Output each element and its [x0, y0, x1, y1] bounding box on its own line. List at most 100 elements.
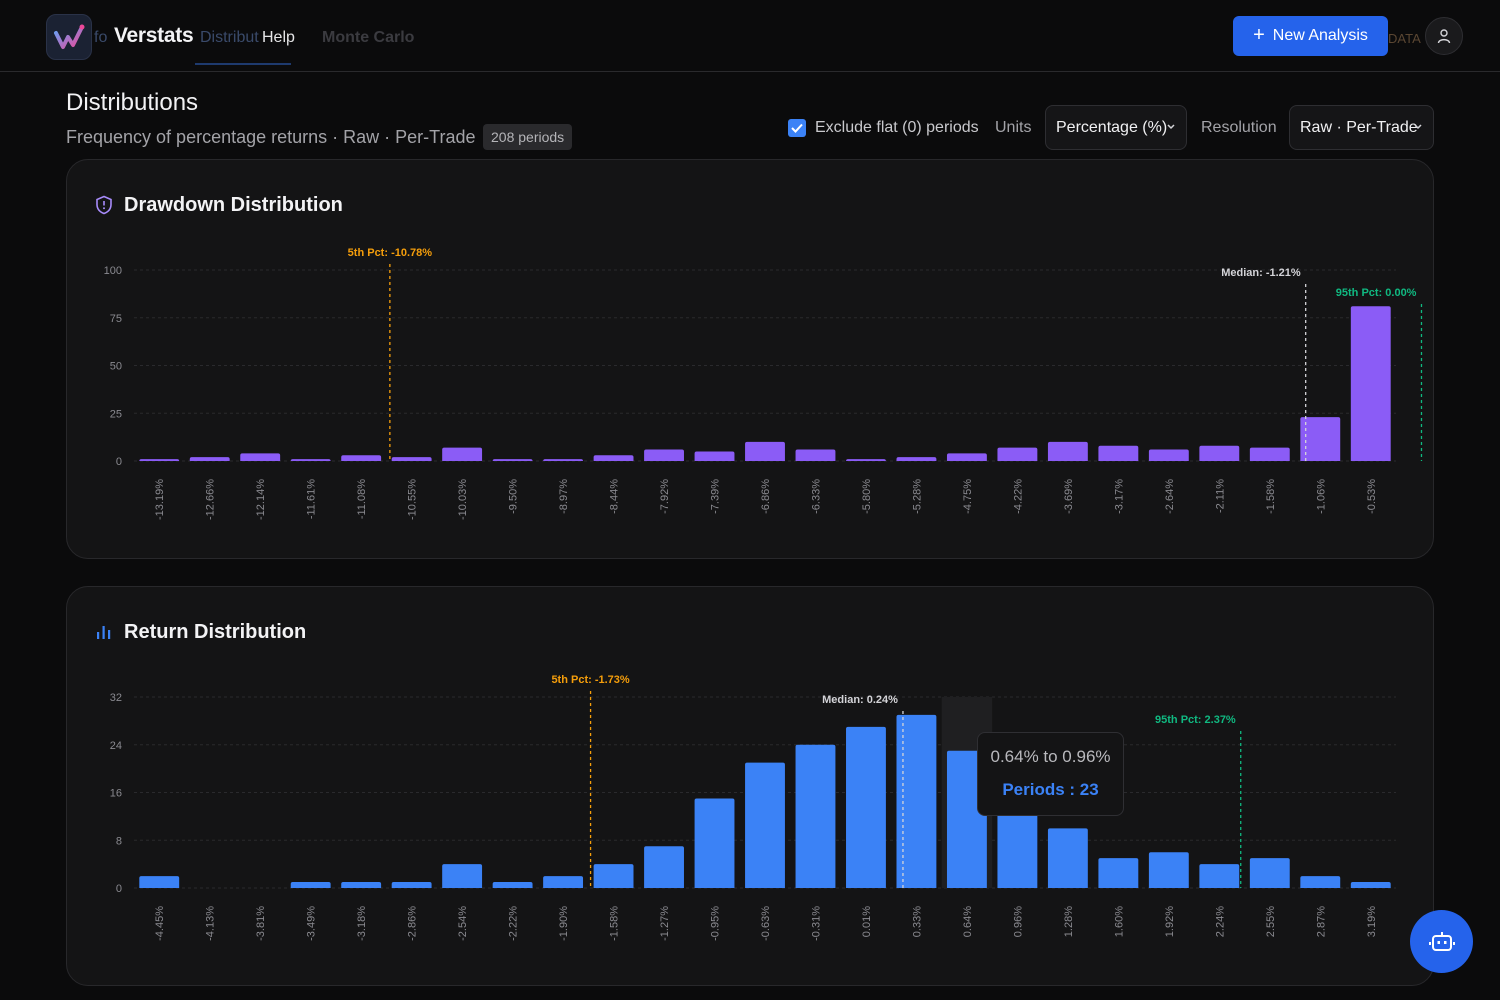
return-bar: [846, 726, 886, 888]
app-logo[interactable]: [46, 14, 92, 60]
drawdown-bar: [391, 457, 432, 461]
return-x-tick-label: 1.60%: [1113, 906, 1125, 937]
return-bar: [694, 798, 735, 888]
drawdown-x-tick-label: -3.69%: [1063, 479, 1075, 514]
drawdown-percentile-label: 5th Pct: -10.78%: [348, 247, 433, 259]
active-tab-underline: [195, 63, 291, 65]
return-x-tick-label: -2.86%: [407, 906, 419, 941]
return-bar: [543, 876, 584, 888]
units-select-value: Percentage (%): [1056, 118, 1168, 136]
drawdown-x-tick-label: -1.58%: [1265, 479, 1277, 514]
assistant-bot-button[interactable]: [1410, 910, 1473, 973]
drawdown-x-tick-label: -7.39%: [710, 479, 722, 514]
ghost-tab-text: Distribut: [200, 29, 259, 46]
drawdown-bar: [240, 453, 281, 461]
return-bar: [795, 744, 836, 888]
return-x-tick-label: -1.90%: [558, 906, 570, 941]
return-bar: [492, 882, 533, 888]
drawdown-x-tick-label: -10.03%: [457, 479, 469, 520]
return-x-tick-label: -1.58%: [609, 906, 621, 941]
ghost-data-text: DATA: [1388, 31, 1421, 46]
drawdown-card-title: Drawdown Distribution: [124, 194, 343, 216]
drawdown-bar: [846, 459, 886, 462]
return-x-tick-label: -1.27%: [659, 906, 671, 941]
drawdown-bar: [694, 451, 735, 461]
drawdown-x-tick-label: -8.97%: [558, 479, 570, 514]
user-menu-button[interactable]: [1425, 17, 1463, 55]
ghost-tab-text: fo: [94, 29, 108, 46]
drawdown-x-tick-label: -12.66%: [205, 479, 217, 520]
shield-alert-icon: [96, 195, 112, 215]
drawdown-y-tick-label: 75: [110, 313, 122, 325]
plus-icon: +: [1253, 24, 1265, 46]
drawdown-x-tick-label: -2.64%: [1164, 479, 1176, 514]
new-analysis-button[interactable]: + New Analysis: [1233, 16, 1388, 56]
drawdown-bar: [290, 459, 331, 462]
nav-help-link[interactable]: Help: [262, 29, 295, 46]
return-card-title: Return Distribution: [124, 621, 307, 643]
drawdown-x-tick-label: -5.80%: [861, 479, 873, 514]
return-x-tick-label: 0.01%: [861, 906, 873, 937]
return-x-tick-label: -3.49%: [306, 906, 318, 941]
drawdown-bar: [1249, 447, 1290, 461]
return-x-tick-label: -2.54%: [457, 906, 469, 941]
units-select[interactable]: Percentage (%): [1045, 105, 1187, 150]
return-x-tick-label: 2.87%: [1315, 906, 1327, 937]
return-y-tick-label: 8: [116, 835, 122, 847]
exclude-flat-checkbox[interactable]: [788, 119, 806, 137]
exclude-flat-label[interactable]: Exclude flat (0) periods: [815, 119, 979, 136]
drawdown-bar: [644, 449, 684, 461]
drawdown-x-tick-label: -10.55%: [407, 479, 419, 520]
drawdown-bar: [341, 455, 382, 461]
return-x-tick-label: -2.22%: [508, 906, 520, 941]
return-bar: [1047, 828, 1088, 888]
return-x-tick-label: 2.24%: [1214, 906, 1226, 937]
resolution-select[interactable]: Raw · Per-Trade: [1289, 105, 1434, 150]
drawdown-x-tick-label: -2.11%: [1214, 479, 1226, 513]
return-x-tick-label: -0.31%: [810, 906, 822, 941]
drawdown-y-tick-label: 100: [104, 265, 122, 277]
drawdown-x-tick-label: -3.17%: [1113, 479, 1125, 514]
return-bar: [1300, 876, 1341, 888]
return-x-tick-label: 3.19%: [1366, 906, 1378, 937]
return-x-tick-label: 1.92%: [1164, 906, 1176, 937]
top-bar: fo Distribut Verstats Help Monte Carlo D…: [0, 0, 1500, 72]
return-bar: [290, 882, 331, 888]
new-analysis-label: New Analysis: [1272, 27, 1368, 44]
return-x-tick-label: 2.55%: [1265, 906, 1277, 937]
nav-monte-carlo-link[interactable]: Monte Carlo: [322, 29, 415, 46]
check-icon: [791, 123, 803, 133]
return-x-tick-label: 0.64%: [962, 906, 974, 937]
return-x-tick-label: -0.95%: [710, 906, 722, 941]
drawdown-x-tick-label: -6.86%: [760, 479, 772, 514]
return-x-tick-label: 0.33%: [911, 906, 923, 937]
return-bar: [1350, 882, 1391, 888]
drawdown-x-tick-label: -12.14%: [255, 479, 267, 520]
return-bar: [1199, 864, 1240, 888]
page-title: Distributions: [66, 89, 199, 116]
return-bar: [593, 864, 634, 888]
return-x-tick-label: -4.45%: [154, 906, 166, 941]
drawdown-bar: [189, 457, 230, 461]
return-x-tick-label: -4.13%: [205, 906, 217, 941]
return-percentile-label: 95th Pct: 2.37%: [1155, 714, 1236, 726]
return-bar: [896, 714, 937, 888]
drawdown-bar: [492, 459, 533, 462]
return-percentile-label: 5th Pct: -1.73%: [551, 674, 629, 686]
return-bar: [1098, 858, 1139, 888]
user-icon: [1437, 29, 1451, 44]
drawdown-y-tick-label: 0: [116, 456, 122, 468]
drawdown-x-tick-label: -7.92%: [659, 479, 671, 514]
drawdown-bar: [139, 459, 180, 462]
drawdown-y-tick-label: 50: [110, 361, 122, 373]
return-bar: [745, 762, 785, 888]
drawdown-bar: [896, 457, 937, 461]
bot-icon: [1428, 931, 1455, 951]
drawdown-bar: [442, 447, 483, 461]
drawdown-x-tick-label: -4.22%: [1012, 479, 1024, 514]
return-x-tick-label: -0.63%: [760, 906, 772, 941]
return-x-tick-label: 0.96%: [1012, 906, 1024, 937]
return-bar: [391, 882, 432, 888]
return-y-tick-label: 32: [110, 692, 122, 704]
